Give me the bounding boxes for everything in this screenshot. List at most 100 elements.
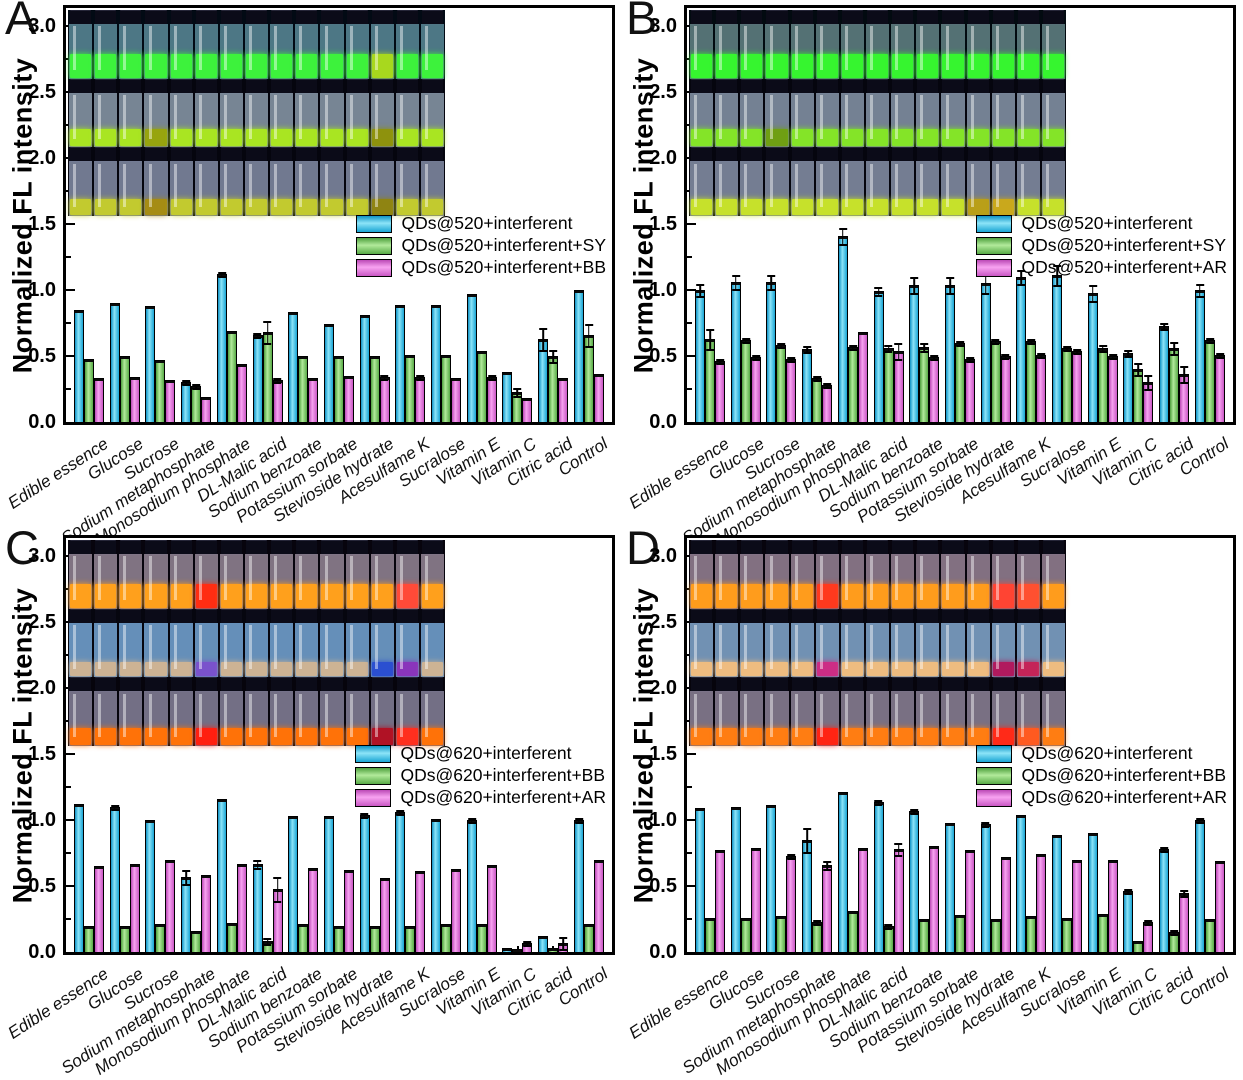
vial-cap xyxy=(120,540,142,555)
bar xyxy=(1133,941,1144,952)
y-minor-tick xyxy=(687,256,692,258)
vial-glass xyxy=(941,92,965,148)
vial xyxy=(169,10,193,79)
bar xyxy=(593,860,604,952)
y-tick-label: 0.0 xyxy=(28,411,56,433)
vial xyxy=(865,677,890,747)
vial-glass xyxy=(169,161,193,217)
vial-glass xyxy=(941,161,965,217)
vial-cap xyxy=(321,608,343,624)
y-tick-label: 2.0 xyxy=(28,147,56,169)
bar xyxy=(145,820,156,952)
vial-cap xyxy=(170,608,192,624)
vial xyxy=(395,608,419,678)
vial xyxy=(941,78,965,148)
vial-glass xyxy=(790,691,814,747)
bar xyxy=(94,378,104,422)
vial-glass xyxy=(244,92,269,148)
bar-group xyxy=(1087,833,1118,952)
vial xyxy=(420,677,445,747)
vial xyxy=(69,10,93,79)
vial-glass xyxy=(119,691,143,747)
bar xyxy=(466,294,477,422)
legend-label: QDs@620+interferent+BB xyxy=(1021,765,1227,785)
vial-row xyxy=(68,608,445,678)
bar xyxy=(573,818,584,952)
vial-cap xyxy=(421,540,444,555)
vial xyxy=(270,10,294,79)
vial xyxy=(891,540,915,609)
vial-glass xyxy=(144,622,168,678)
error-bar xyxy=(266,321,269,345)
vial-glass xyxy=(690,554,714,609)
y-tick-label: 0.0 xyxy=(28,941,56,963)
vial-glass xyxy=(194,554,218,609)
legend-item: QDs@520+interferent xyxy=(976,214,1227,233)
bar xyxy=(909,277,920,422)
vial-cap xyxy=(1042,147,1065,163)
vial-cap xyxy=(1017,10,1039,25)
vial xyxy=(244,608,269,678)
vial-glass xyxy=(840,622,864,678)
vial-glass xyxy=(790,554,814,609)
vial-glass xyxy=(715,554,739,609)
y-minor-tick xyxy=(66,256,71,258)
vial xyxy=(690,147,714,217)
bar-group xyxy=(730,275,761,422)
bar-group xyxy=(431,819,462,952)
vial xyxy=(119,677,143,747)
error-bar xyxy=(1137,363,1140,377)
vial-glass xyxy=(219,691,243,747)
vial-cap xyxy=(992,540,1014,555)
bar xyxy=(236,864,247,952)
vial-cap xyxy=(70,608,92,624)
vial-cap xyxy=(691,540,713,555)
vial xyxy=(194,677,218,747)
legend-swatch xyxy=(976,744,1013,763)
vial-glass xyxy=(420,691,445,747)
vial xyxy=(865,10,890,79)
vial-glass xyxy=(119,161,143,217)
legend-item: QDs@620+interferent+AR xyxy=(355,788,606,807)
error-bar xyxy=(1163,847,1165,853)
error-bar xyxy=(1030,339,1033,345)
vial-glass xyxy=(765,92,789,148)
bar xyxy=(857,332,868,422)
panel-letter: C xyxy=(5,521,39,574)
vial-cap xyxy=(1017,147,1039,163)
bar xyxy=(486,375,497,422)
vial-cap xyxy=(271,147,293,163)
vial-glass xyxy=(790,161,814,217)
vial-cap xyxy=(145,540,167,555)
vial xyxy=(790,10,814,79)
vial-glass xyxy=(991,161,1015,217)
vial-glass xyxy=(740,691,764,747)
error-bar xyxy=(913,809,916,815)
bar-group xyxy=(145,820,176,952)
vial-glass xyxy=(991,24,1015,79)
vial xyxy=(690,10,714,79)
vial-cap xyxy=(917,540,939,555)
vial xyxy=(840,147,864,217)
y-tick-label: 1.5 xyxy=(649,213,677,235)
bar xyxy=(990,339,1001,422)
vial xyxy=(69,608,93,678)
y-tick-label: 0.0 xyxy=(649,941,677,963)
vial-cap xyxy=(245,10,268,25)
vial-glass xyxy=(790,92,814,148)
bar xyxy=(909,809,920,952)
vial xyxy=(320,78,344,148)
bar xyxy=(323,816,334,952)
bar xyxy=(181,380,192,422)
bar xyxy=(1000,354,1011,422)
error-bar xyxy=(826,861,828,871)
vial-glass xyxy=(765,691,789,747)
error-bar xyxy=(1101,345,1104,353)
vial xyxy=(194,540,218,609)
vial-glass xyxy=(740,161,764,217)
error-bar xyxy=(578,818,580,824)
vial-cap xyxy=(866,677,889,693)
bar xyxy=(802,346,813,422)
bar xyxy=(1179,366,1190,422)
